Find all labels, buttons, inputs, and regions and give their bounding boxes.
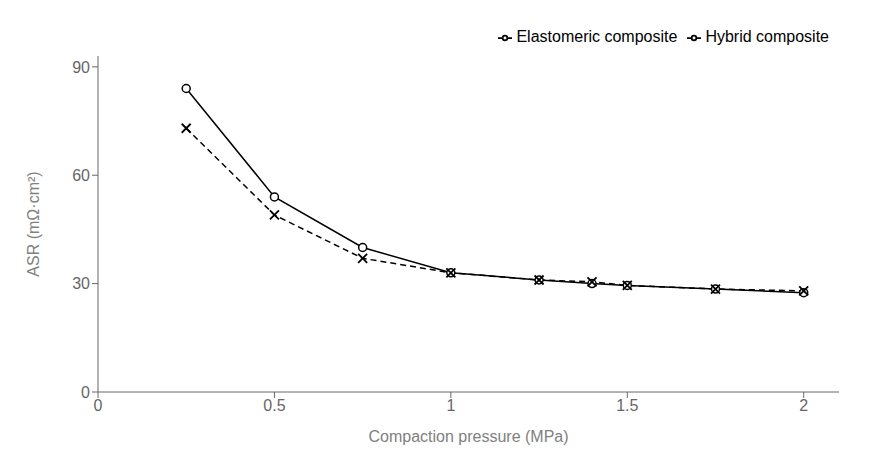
html-text:Hybrid composite: Hybrid composite — [705, 28, 829, 45]
svg-text:0.5: 0.5 — [263, 397, 285, 414]
svg-text:2: 2 — [799, 397, 808, 414]
html-text:Elastomeric composite: Elastomeric composite — [516, 28, 678, 45]
svg-text:1: 1 — [446, 397, 455, 414]
svg-text:0: 0 — [81, 384, 90, 401]
svg-text:Compaction pressure (MPa): Compaction pressure (MPa) — [368, 428, 568, 445]
svg-text:60: 60 — [72, 167, 90, 184]
svg-text:ASR (mΩ·cm²): ASR (mΩ·cm²) — [25, 171, 42, 276]
svg-text:1.5: 1.5 — [616, 397, 638, 414]
svg-text:0: 0 — [94, 397, 103, 414]
svg-text:30: 30 — [72, 275, 90, 292]
svg-text:90: 90 — [72, 59, 90, 76]
